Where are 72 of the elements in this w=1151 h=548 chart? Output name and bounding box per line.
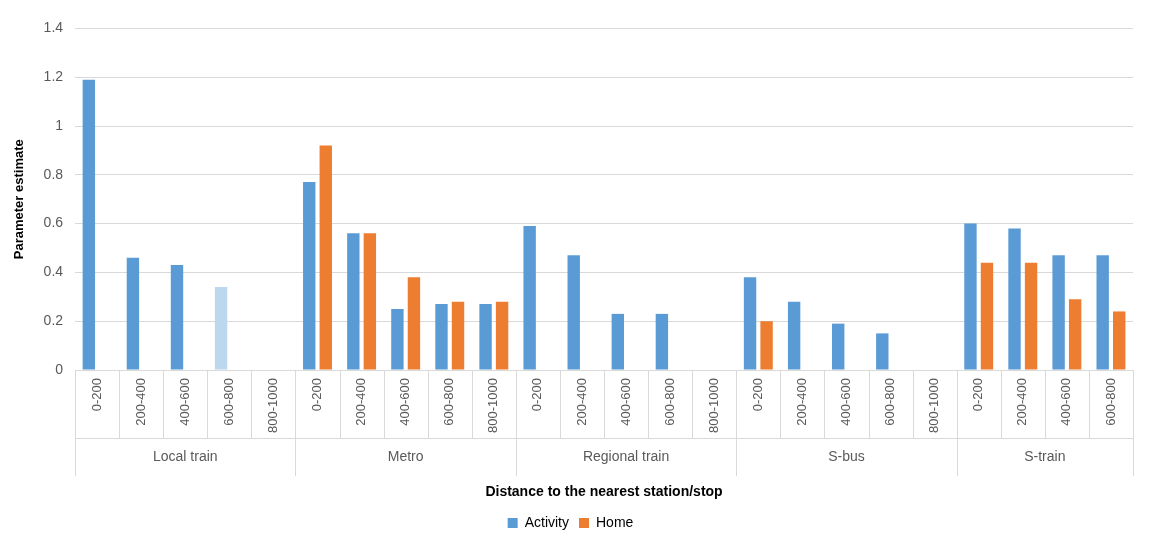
x-tick-label: 400-600 bbox=[1058, 378, 1074, 426]
bar bbox=[451, 301, 465, 370]
x-tick-label: 200-400 bbox=[573, 378, 589, 426]
bar bbox=[303, 182, 316, 370]
bar bbox=[832, 323, 845, 370]
x-tick-label: 0-200 bbox=[970, 378, 986, 412]
bar bbox=[82, 79, 96, 370]
x-tick-label: 0-200 bbox=[529, 378, 545, 412]
y-tick-label: 0.6 bbox=[43, 214, 64, 231]
x-tick-label: 200-400 bbox=[793, 378, 809, 426]
x-tick-label: 600-800 bbox=[1102, 378, 1118, 426]
bar bbox=[1008, 228, 1021, 370]
text: S-bus bbox=[828, 447, 865, 464]
bar bbox=[743, 277, 757, 370]
bar bbox=[1096, 255, 1109, 370]
bar bbox=[876, 333, 889, 370]
bar bbox=[126, 257, 140, 370]
x-tick-label: 600-800 bbox=[882, 378, 898, 426]
bar bbox=[1068, 299, 1082, 370]
bar bbox=[495, 301, 509, 370]
y-tick-label: 1 bbox=[55, 116, 64, 133]
bar bbox=[214, 287, 228, 370]
text: S-train bbox=[1024, 447, 1066, 464]
y-axis-title: Parameter estimate bbox=[11, 139, 27, 260]
x-tick-label: 0-200 bbox=[88, 378, 104, 412]
x-tick-label: 800-1000 bbox=[265, 378, 280, 433]
x-tick-label: 0-200 bbox=[749, 378, 765, 412]
bar bbox=[980, 262, 994, 370]
bar bbox=[1024, 262, 1038, 370]
text: Local train bbox=[152, 447, 218, 464]
bar bbox=[567, 255, 580, 370]
x-axis-title: Distance to the nearest station/stop bbox=[485, 482, 723, 499]
x-tick-label: 800-1000 bbox=[485, 378, 501, 433]
x-tick-label: 400-600 bbox=[176, 378, 192, 426]
x-tick-label: 600-800 bbox=[220, 378, 236, 426]
bar bbox=[523, 226, 536, 370]
x-tick-label: 800-1000 bbox=[926, 378, 942, 433]
x-tick-label: 0-200 bbox=[309, 378, 325, 412]
bar bbox=[170, 265, 184, 370]
x-tick-label: 400-600 bbox=[397, 378, 413, 426]
x-tick-label: 200-400 bbox=[1014, 378, 1030, 426]
legend-label: Activity bbox=[524, 513, 569, 530]
y-tick-label: 0 bbox=[55, 360, 64, 377]
text: Metro bbox=[387, 447, 424, 464]
bar bbox=[363, 233, 377, 370]
x-tick-label: 200-400 bbox=[132, 378, 148, 426]
bar bbox=[435, 304, 448, 370]
bar bbox=[1113, 311, 1126, 370]
y-tick-label: 0.2 bbox=[43, 312, 64, 329]
bar bbox=[407, 277, 421, 370]
y-tick-label: 1.4 bbox=[43, 19, 64, 36]
legend-label: Home bbox=[596, 513, 634, 530]
x-tick-label: 400-600 bbox=[838, 378, 854, 426]
bar bbox=[1052, 255, 1065, 370]
y-tick-label: 0.4 bbox=[43, 263, 64, 280]
bar bbox=[655, 313, 669, 370]
y-tick-label: 0.8 bbox=[43, 165, 64, 182]
bar bbox=[760, 321, 773, 370]
bar bbox=[347, 233, 360, 370]
y-tick-label: 1.2 bbox=[43, 68, 64, 85]
x-tick-label: 600-800 bbox=[661, 378, 677, 426]
x-tick-label: 400-600 bbox=[617, 378, 633, 426]
bar bbox=[391, 309, 404, 370]
bar bbox=[611, 313, 625, 370]
bar bbox=[479, 304, 492, 370]
text: Regional train bbox=[582, 447, 670, 464]
bar bbox=[964, 223, 977, 370]
x-tick-label: 600-800 bbox=[441, 378, 457, 426]
x-tick-label: 200-400 bbox=[353, 378, 369, 426]
bar bbox=[319, 145, 332, 370]
bar bbox=[787, 301, 801, 370]
x-tick-label: 800-1000 bbox=[705, 378, 721, 433]
